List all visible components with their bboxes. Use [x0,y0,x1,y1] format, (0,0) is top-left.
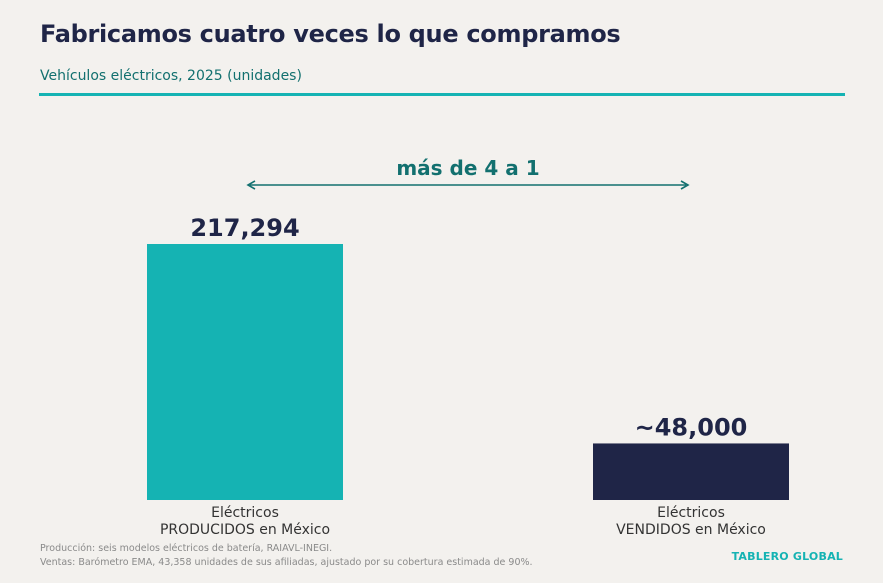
chart-title: Fabricamos cuatro veces lo que compramos [40,20,621,48]
category-label-2-line-2: VENDIDOS en México [616,522,766,538]
ratio-label: más de 4 a 1 [396,156,539,180]
bar-1 [147,244,343,500]
chart-subtitle: Vehículos eléctricos, 2025 (unidades) [40,68,302,84]
data-label-2: ~48,000 [635,413,748,441]
title-divider [39,93,845,96]
arrow-left-head [246,180,256,190]
source-note-sales: Ventas: Barómetro EMA, 43,358 unidades d… [40,557,533,568]
source-note-production: Producción: seis modelos eléctricos de b… [40,543,333,554]
arrow-right-head [680,180,690,190]
brand-logo: TABLERO GLOBAL [731,550,843,563]
category-label-1-line-2: PRODUCIDOS en México [160,522,330,538]
bar-2 [593,443,789,500]
category-label-2-line-1: Eléctricos [657,505,725,521]
ratio-annotation: más de 4 a 1 [246,156,690,190]
data-label-1: 217,294 [190,214,299,242]
category-label-1-line-1: Eléctricos [211,505,279,521]
